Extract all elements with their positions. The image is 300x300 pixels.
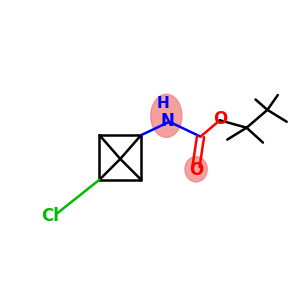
Text: O: O bbox=[213, 110, 227, 128]
Text: H: H bbox=[157, 96, 170, 111]
Text: N: N bbox=[161, 112, 175, 130]
Ellipse shape bbox=[185, 157, 207, 182]
Text: Cl: Cl bbox=[41, 207, 59, 225]
Text: O: O bbox=[189, 161, 203, 179]
Ellipse shape bbox=[151, 94, 182, 137]
